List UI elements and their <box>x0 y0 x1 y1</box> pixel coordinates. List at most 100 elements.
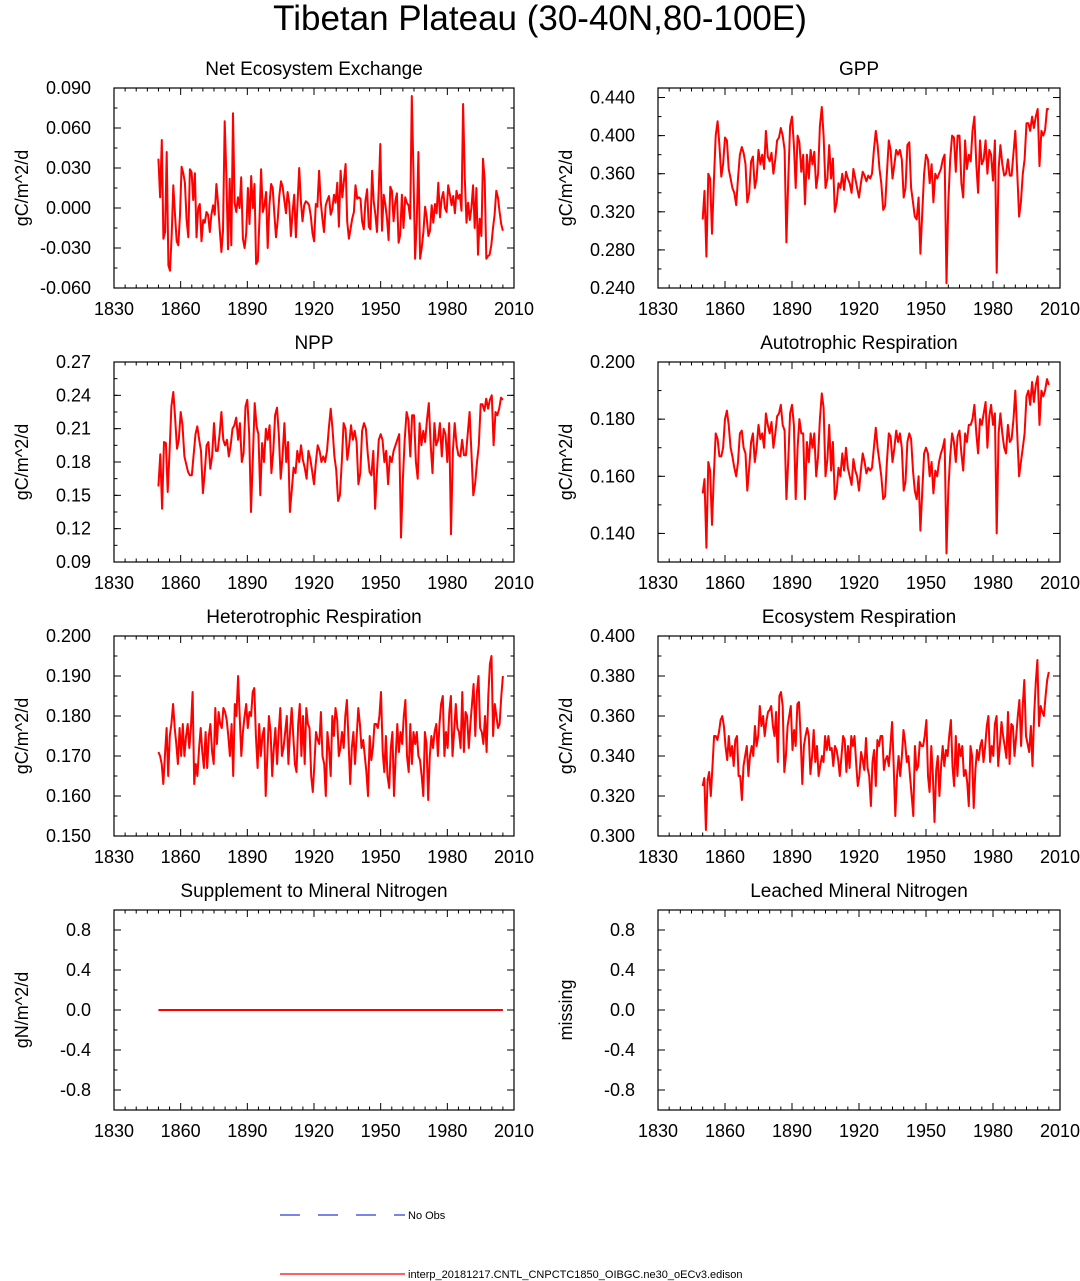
x-tick-label: 2010 <box>1040 1121 1080 1141</box>
series-line-autotrophic-respiration <box>701 375 1050 555</box>
x-tick-label: 1860 <box>705 299 745 319</box>
y-tick-label: 0.360 <box>590 164 635 184</box>
legend-model-label: interp_20181217.CNTL_CNPCTC1850_OIBGC.ne… <box>408 1269 742 1281</box>
panel-title: Autotrophic Respiration <box>760 333 958 354</box>
x-tick-label: 1890 <box>772 847 812 867</box>
x-tick-label: 1860 <box>161 1121 201 1141</box>
y-axis-label: missing <box>556 979 576 1040</box>
x-tick-label: 1980 <box>427 299 467 319</box>
x-tick-label: 1920 <box>839 847 879 867</box>
series-line-net-ecosystem-exchange <box>157 95 504 272</box>
panel-title: Net Ecosystem Exchange <box>205 59 423 80</box>
x-tick-label: 1890 <box>227 573 267 593</box>
y-tick-label: 0.27 <box>56 352 91 372</box>
x-tick-label: 1890 <box>227 1121 267 1141</box>
series-line-ecosystem-respiration <box>701 659 1050 831</box>
x-tick-label: 1830 <box>94 573 134 593</box>
x-tick-label: 1890 <box>772 573 812 593</box>
y-tick-label: 0.150 <box>46 826 91 846</box>
y-tick-label: 0.320 <box>590 202 635 222</box>
x-tick-label: 1920 <box>294 847 334 867</box>
x-tick-label: 1950 <box>361 1121 401 1141</box>
y-tick-label: 0.0 <box>610 1000 635 1020</box>
x-tick-label: 1920 <box>294 1121 334 1141</box>
x-tick-label: 1980 <box>973 847 1013 867</box>
x-tick-label: 1950 <box>906 1121 946 1141</box>
x-tick-label: 1920 <box>839 573 879 593</box>
x-tick-label: 1920 <box>294 299 334 319</box>
x-tick-label: 1950 <box>361 847 401 867</box>
y-tick-label: 0.4 <box>610 960 635 980</box>
y-tick-label: 0.140 <box>590 523 635 543</box>
y-axis-label: gC/m^2/d <box>556 698 576 774</box>
y-tick-label: 0.030 <box>46 158 91 178</box>
y-tick-label: 0.160 <box>46 786 91 806</box>
y-tick-label: 0.380 <box>590 666 635 686</box>
y-tick-label: 0.8 <box>610 920 635 940</box>
x-tick-label: 1860 <box>161 847 201 867</box>
y-tick-label: 0.21 <box>56 419 91 439</box>
x-tick-label: 1980 <box>973 299 1013 319</box>
x-tick-label: 2010 <box>1040 573 1080 593</box>
x-tick-label: 1830 <box>94 847 134 867</box>
x-tick-label: 1860 <box>161 299 201 319</box>
y-tick-label: 0.240 <box>590 278 635 298</box>
y-tick-label: -0.060 <box>40 278 91 298</box>
legend-obs-label: No Obs <box>408 1210 446 1222</box>
panel-gpp: GPP 1830 1860 1890 1920 1950 1980 2010 0.240 0.28… <box>556 59 1080 319</box>
y-tick-label: 0.090 <box>46 78 91 98</box>
x-tick-label: 1950 <box>361 299 401 319</box>
y-tick-label: 0.15 <box>56 485 91 505</box>
plot-frame <box>657 361 1061 563</box>
x-tick-label: 1830 <box>638 1121 678 1141</box>
x-tick-label: 2010 <box>494 847 534 867</box>
y-tick-label: 0.160 <box>590 466 635 486</box>
x-tick-label: 1980 <box>973 573 1013 593</box>
panel-title: Ecosystem Respiration <box>762 607 956 628</box>
x-tick-label: 1830 <box>94 299 134 319</box>
panel-ecosystem-respiration: Ecosystem Respiration 1830 1860 1890 1920 195… <box>556 607 1080 867</box>
x-tick-label: 1980 <box>427 847 467 867</box>
y-axis-label: gC/m^2/d <box>12 698 32 774</box>
x-tick-label: 2010 <box>494 573 534 593</box>
x-tick-label: 1980 <box>427 573 467 593</box>
x-tick-label: 1860 <box>705 1121 745 1141</box>
x-tick-label: 1890 <box>227 299 267 319</box>
panel-npp: NPP 1830 1860 1890 1920 1950 1980 2010 0.09 0.12 0… <box>12 333 534 593</box>
y-tick-label: 0.000 <box>46 198 91 218</box>
y-tick-label: 0.300 <box>590 826 635 846</box>
x-tick-label: 1830 <box>638 299 678 319</box>
x-tick-label: 1830 <box>638 847 678 867</box>
y-tick-label: 0.09 <box>56 552 91 572</box>
y-tick-label: 0.4 <box>66 960 91 980</box>
y-axis-label: gC/m^2/d <box>12 150 32 226</box>
panel-supplement-to-mineral-nitrogen: Supplement to Mineral Nitrogen 1830 1860 18… <box>12 881 534 1141</box>
panel-title: Heterotrophic Respiration <box>206 607 421 628</box>
y-tick-label: 0.400 <box>590 126 635 146</box>
series-line-npp <box>157 391 504 539</box>
y-tick-label: -0.030 <box>40 238 91 258</box>
panel-title: Leached Mineral Nitrogen <box>750 881 968 902</box>
x-tick-label: 1950 <box>361 573 401 593</box>
x-tick-label: 1950 <box>906 299 946 319</box>
x-tick-label: 2010 <box>494 299 534 319</box>
panel-net-ecosystem-exchange: Net Ecosystem Exchange 1830 1860 1890 1920 19… <box>12 59 534 319</box>
y-tick-label: 0.190 <box>46 666 91 686</box>
y-axis-label: gC/m^2/d <box>556 150 576 226</box>
y-tick-label: 0.180 <box>46 706 91 726</box>
y-axis-label: gC/m^2/d <box>556 424 576 500</box>
panel-leached-mineral-nitrogen: Leached Mineral Nitrogen 1830 1860 1890 1920… <box>556 881 1080 1141</box>
main-title: Tibetan Plateau (30-40N,80-100E) <box>273 0 807 38</box>
panel-title: Supplement to Mineral Nitrogen <box>180 881 447 902</box>
y-tick-label: 0.400 <box>590 626 635 646</box>
panel-title: GPP <box>839 59 879 80</box>
y-axis-label: gN/m^2/d <box>12 972 32 1048</box>
y-axis-label: gC/m^2/d <box>12 424 32 500</box>
y-tick-label: 0.18 <box>56 452 91 472</box>
x-tick-label: 1920 <box>839 299 879 319</box>
x-tick-label: 1890 <box>772 1121 812 1141</box>
y-tick-label: 0.340 <box>590 746 635 766</box>
y-tick-label: 0.200 <box>46 626 91 646</box>
x-tick-label: 1920 <box>839 1121 879 1141</box>
